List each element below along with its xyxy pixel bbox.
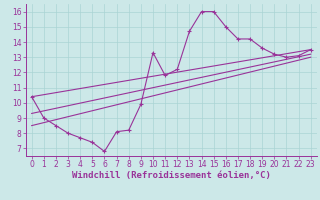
X-axis label: Windchill (Refroidissement éolien,°C): Windchill (Refroidissement éolien,°C) <box>72 171 271 180</box>
